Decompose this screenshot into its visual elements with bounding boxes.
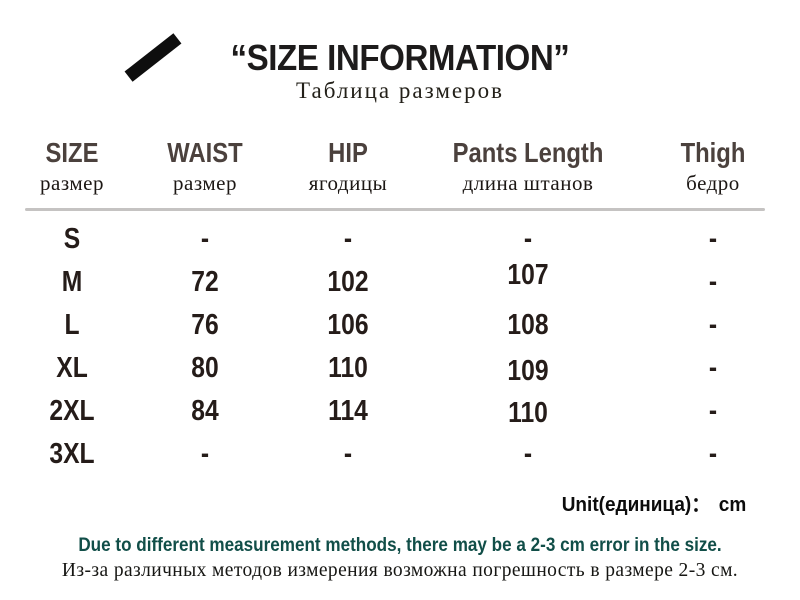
pants-length-cell: - (523, 223, 533, 255)
unit-text: Unit(единица)： cm (561, 492, 746, 518)
column-header-size: SIZE размер (0, 138, 144, 206)
header-divider (25, 208, 765, 211)
size-cell: 3XL (49, 438, 95, 470)
column-header-hip: HIP ягодицы (266, 138, 430, 206)
page-title: “SIZE INFORMATION” (230, 37, 570, 78)
size-cell: M (61, 266, 83, 298)
unit-value: cm (718, 494, 746, 516)
hip-cell: 110 (328, 352, 368, 384)
column-header-size-ru: размер (40, 171, 104, 195)
column-header-hip-en: HIP (328, 137, 368, 168)
size-cell: 2XL (49, 395, 95, 427)
column-header-pants-length-en: Pants Length (452, 137, 604, 168)
table-row-2xl: 2XL 84 114 110 - (0, 390, 800, 433)
waist-cell: 80 (191, 352, 219, 384)
page-subtitle-ru: Таблица размеров (296, 78, 504, 103)
hip-cell: - (343, 438, 353, 470)
pants-length-cell: 109 (507, 355, 549, 387)
waist-cell: - (200, 223, 210, 255)
table-header-row: SIZE размер WAIST размер HIP ягодицы Pan… (0, 138, 800, 206)
column-header-thigh-en: Thigh (680, 137, 746, 168)
column-header-hip-ru: ягодицы (308, 171, 388, 195)
size-cell: XL (56, 352, 88, 384)
column-header-thigh: Thigh бедро (626, 138, 800, 206)
thigh-cell: - (708, 438, 718, 470)
column-header-pants-length-ru: длина штанов (462, 171, 594, 195)
size-cell: S (63, 223, 81, 255)
thigh-cell: - (708, 223, 718, 255)
unit-label: Unit(единица)： (561, 494, 710, 516)
thigh-cell: - (708, 266, 718, 298)
waist-cell: 76 (191, 309, 219, 341)
column-header-pants-length: Pants Length длина штанов (430, 138, 626, 206)
table-row-s: S - - - - (0, 218, 800, 261)
size-table: SIZE размер WAIST размер HIP ягодицы Pan… (0, 138, 800, 476)
hip-cell: 102 (327, 266, 369, 298)
column-header-thigh-ru: бедро (686, 171, 740, 195)
pants-length-cell: 110 (508, 397, 548, 429)
column-header-waist: WAIST размер (144, 138, 266, 206)
waist-cell: 84 (191, 395, 219, 427)
pants-length-cell: 108 (507, 309, 549, 341)
column-header-size-en: SIZE (45, 137, 99, 168)
pants-length-cell: - (523, 438, 533, 470)
column-header-waist-ru: размер (173, 171, 237, 195)
table-row-xl: XL 80 110 109 - (0, 347, 800, 390)
size-cell: L (64, 309, 80, 341)
note-russian: Из-за различных методов измерения возмож… (61, 560, 739, 581)
waist-cell: - (200, 438, 210, 470)
hip-cell: 114 (328, 395, 368, 427)
thigh-cell: - (708, 309, 718, 341)
hip-cell: 106 (327, 309, 369, 341)
table-row-l: L 76 106 108 - (0, 304, 800, 347)
table-row-3xl: 3XL - - - - (0, 433, 800, 476)
note-english: Due to different measurement methods, th… (78, 535, 722, 556)
column-header-waist-en: WAIST (167, 137, 243, 168)
unit-line: Unit(единица)： cm (0, 492, 800, 518)
table-row-m: M 72 102 107 - (0, 259, 800, 304)
waist-cell: 72 (191, 266, 219, 298)
pants-length-cell: 107 (507, 259, 549, 291)
thigh-cell: - (708, 395, 718, 427)
hip-cell: - (343, 223, 353, 255)
table-body: S - - - - M 72 102 107 - L 76 106 108 - (0, 218, 800, 476)
thigh-cell: - (708, 352, 718, 384)
